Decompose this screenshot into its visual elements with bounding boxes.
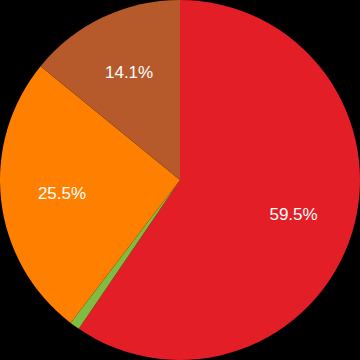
data-label: 14.1% bbox=[105, 63, 153, 82]
data-label: 59.5% bbox=[269, 205, 317, 224]
slices bbox=[0, 0, 360, 360]
data-labels: 59.5% 25.5% 14.1% bbox=[38, 63, 318, 224]
chart: 59.5% 25.5% 14.1% bbox=[0, 0, 360, 360]
pie-slice bbox=[41, 0, 180, 180]
data-label: 25.5% bbox=[38, 184, 86, 203]
